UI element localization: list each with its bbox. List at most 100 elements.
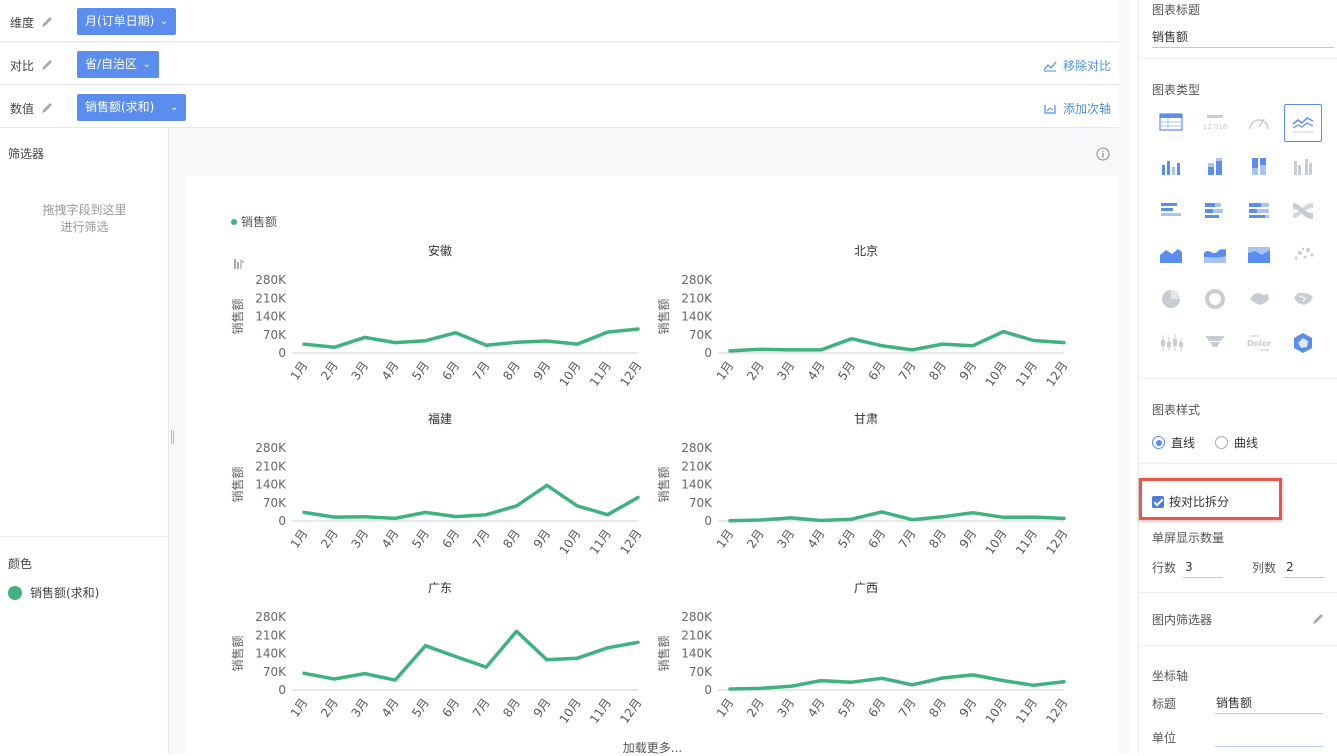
chart-type-option[interactable] xyxy=(1152,324,1190,362)
series-line xyxy=(728,510,1066,523)
x-tick-label: 1月 xyxy=(714,696,737,720)
axis-unit-input[interactable] xyxy=(1215,727,1323,747)
add-secondary-axis-button[interactable]: 添加次轴 xyxy=(1043,100,1111,117)
y-tick-label: 140K xyxy=(681,310,713,324)
value-pill[interactable]: 销售额(求和) ⌄ xyxy=(77,94,187,121)
x-tick-label: 9月 xyxy=(957,359,980,383)
edit-pencil-icon[interactable] xyxy=(40,101,54,115)
chart-type-option[interactable] xyxy=(1284,104,1322,142)
chart-type-option[interactable] xyxy=(1152,236,1190,274)
style-curve-radio[interactable]: 曲线 xyxy=(1215,434,1258,451)
y-tick-label: 280K xyxy=(681,273,713,287)
chart-type-option[interactable] xyxy=(1284,192,1322,230)
y-tick-label: 0 xyxy=(278,683,286,697)
x-tick-label: 4月 xyxy=(805,359,828,383)
y-axis-title: 销售额 xyxy=(230,466,245,502)
value-shelf: 数值 销售额(求和) ⌄ 添加次轴 xyxy=(0,86,1119,128)
sort-icon[interactable] xyxy=(233,258,245,270)
dimension-pill[interactable]: 月(订单日期) ⌄ xyxy=(77,8,177,35)
chart-type-option[interactable] xyxy=(1240,104,1278,142)
x-tick-label: 2月 xyxy=(744,359,767,383)
grouped-bar-icon xyxy=(1294,159,1312,175)
x-tick-label: 9月 xyxy=(531,527,554,551)
x-tick-label: 4月 xyxy=(805,527,828,551)
rows-input[interactable]: 3 xyxy=(1183,558,1223,578)
chart-type-option[interactable] xyxy=(1196,148,1234,186)
chart-type-option[interactable] xyxy=(1240,148,1278,186)
y-tick-label: 140K xyxy=(681,647,713,661)
sankey-icon xyxy=(1293,203,1313,219)
chart-panel: 广西 0 70K 140K 210K 280K 销售额 1月 2月 3月 4月 5月 6月 7月 8月 9月 1… xyxy=(652,579,1082,739)
svg-text:Dolor: Dolor xyxy=(1247,339,1271,348)
info-icon[interactable] xyxy=(1096,147,1110,161)
percent-bar-icon xyxy=(1252,158,1266,175)
chart-type-option[interactable] xyxy=(1240,236,1278,274)
donut-icon xyxy=(1205,289,1225,309)
series-line xyxy=(728,329,1066,353)
color-legend-item[interactable]: 销售额(求和) xyxy=(8,584,99,601)
dimension-shelf: 维度 月(订单日期) ⌄ xyxy=(0,0,1119,42)
chart-panel: 福建 0 70K 140K 210K 280K 销售额 1月 2月 3月 4月 5月 6月 7月 8月 9月 1… xyxy=(226,410,656,570)
x-tick-label: 8月 xyxy=(500,696,523,720)
x-tick-label: 11月 xyxy=(1013,696,1040,726)
pie-icon xyxy=(1162,290,1180,308)
edit-pencil-icon[interactable] xyxy=(1311,612,1325,626)
cols-input[interactable]: 2 xyxy=(1284,558,1324,578)
x-tick-label: 11月 xyxy=(587,359,614,389)
divider xyxy=(1139,58,1337,59)
rows-label: 行数 xyxy=(1152,561,1177,575)
y-tick-label: 0 xyxy=(278,346,286,360)
load-more-link[interactable]: 加载更多... xyxy=(622,741,683,755)
remove-compare-button[interactable]: 移除对比 xyxy=(1043,57,1111,74)
chart-type-option[interactable] xyxy=(1196,280,1234,318)
split-by-compare-checkbox[interactable]: 按对比拆分 xyxy=(1152,493,1229,510)
x-tick-label: 12月 xyxy=(617,696,644,726)
x-tick-label: 5月 xyxy=(409,696,432,720)
axis-title-input[interactable]: 销售额 xyxy=(1215,694,1323,714)
series-line xyxy=(302,629,640,682)
chart-panel: 北京 0 70K 140K 210K 280K 销售额 1月 2月 3月 4月 5月 6月 7月 8月 9月 1… xyxy=(652,242,1082,402)
chart-type-option[interactable] xyxy=(1284,324,1322,362)
chart-type-option[interactable]: 12,016 xyxy=(1196,104,1234,142)
chart-style-label: 图表样式 xyxy=(1152,403,1201,417)
chart-legend[interactable]: 销售额 xyxy=(231,213,277,230)
legend-label: 销售额 xyxy=(241,215,278,229)
chart-title-input[interactable]: 销售额 xyxy=(1152,28,1334,48)
x-tick-label: 4月 xyxy=(379,527,402,551)
x-tick-label: 12月 xyxy=(1043,696,1070,726)
chart-type-option[interactable] xyxy=(1240,280,1278,318)
y-tick-label: 70K xyxy=(689,496,713,510)
color-item-label: 销售额(求和) xyxy=(30,586,100,600)
x-tick-label: 6月 xyxy=(440,527,463,551)
chart-type-option[interactable]: Dolor xyxy=(1240,324,1278,362)
chart-type-option[interactable] xyxy=(1196,192,1234,230)
chart-type-option[interactable] xyxy=(1284,280,1322,318)
x-tick-label: 10月 xyxy=(557,527,584,557)
chart-type-option[interactable] xyxy=(1152,148,1190,186)
y-tick-label: 210K xyxy=(255,628,287,642)
chart-type-option[interactable] xyxy=(1240,192,1278,230)
x-tick-label: 5月 xyxy=(835,359,858,383)
divider xyxy=(1139,592,1337,593)
y-tick-label: 140K xyxy=(255,478,287,492)
filter-dropzone[interactable]: 拖拽字段到这里 进行筛选 xyxy=(0,202,169,236)
style-straight-radio[interactable]: 直线 xyxy=(1152,434,1195,451)
chart-type-option[interactable] xyxy=(1152,192,1190,230)
edit-pencil-icon[interactable] xyxy=(40,58,54,72)
chart-panel: 安徽 0 70K 140K 210K 280K 销售额 1月 2月 3月 4月 5月 6月 7月 8月 9月 1… xyxy=(226,242,656,402)
chart-type-option[interactable] xyxy=(1284,236,1322,274)
y-tick-label: 280K xyxy=(255,610,287,624)
compare-pill[interactable]: 省/自治区 ⌄ xyxy=(77,51,160,78)
chart-type-option[interactable] xyxy=(1152,104,1190,142)
panel-resize-handle[interactable] xyxy=(171,430,174,444)
chart-type-option[interactable] xyxy=(1196,324,1234,362)
x-tick-label: 8月 xyxy=(926,527,949,551)
chart-type-option[interactable] xyxy=(1196,236,1234,274)
panel-title: 甘肃 xyxy=(853,412,878,426)
horizontal-stacked-bar-icon xyxy=(1205,203,1223,218)
chart-type-option[interactable] xyxy=(1152,280,1190,318)
edit-pencil-icon[interactable] xyxy=(40,15,54,29)
inner-filter-label: 图内筛选器 xyxy=(1152,613,1213,627)
chart-type-option[interactable] xyxy=(1284,148,1322,186)
color-swatch xyxy=(8,585,22,600)
